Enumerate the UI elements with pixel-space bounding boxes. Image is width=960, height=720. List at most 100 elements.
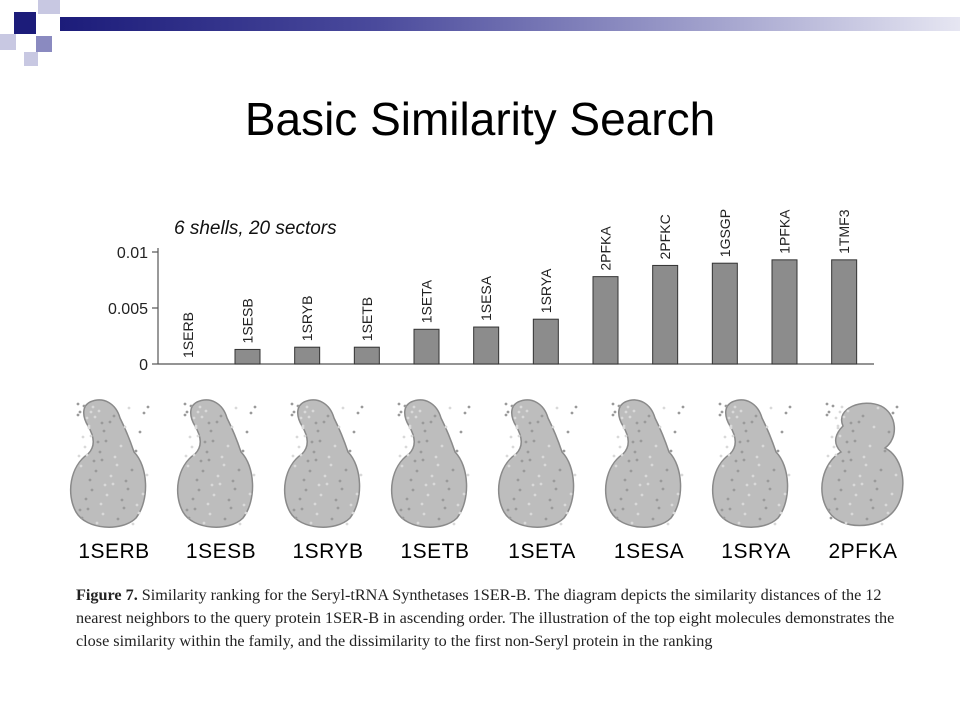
protein-texture-dot (513, 453, 517, 457)
protein-texture-dot (88, 478, 92, 482)
protein-texture-dot (619, 497, 623, 501)
protein-texture-dot (340, 487, 344, 491)
protein-texture-dot (523, 521, 527, 525)
protein-texture-dot (842, 415, 846, 419)
protein-texture-dot (854, 493, 858, 497)
protein-texture-dot (734, 459, 738, 463)
protein-texture-dot (554, 487, 558, 491)
protein-texture-dot (237, 468, 241, 472)
protein-structure-icon (497, 399, 578, 528)
protein-texture-dot (651, 517, 655, 521)
bar-label: 1SRYB (299, 296, 315, 342)
protein-texture-dot (622, 426, 626, 430)
protein-texture-dot (765, 425, 769, 429)
protein-texture-dot (301, 426, 305, 430)
protein-texture-dot (521, 415, 525, 419)
protein-texture-dot (300, 507, 304, 511)
protein-texture-dot (187, 516, 191, 520)
protein-texture-dot (359, 473, 363, 477)
protein-texture-dot (419, 450, 423, 454)
protein-texture-dot (410, 410, 414, 414)
protein-texture-dot (849, 458, 853, 462)
bar (771, 259, 798, 365)
protein-texture-dot (658, 425, 662, 429)
protein-texture-dot (750, 420, 754, 424)
bar-label: 1TMF3 (836, 209, 852, 254)
protein-texture-dot (507, 464, 511, 468)
protein-texture-dot (238, 522, 242, 526)
protein-texture-dot (398, 454, 402, 458)
protein-texture-dot (558, 468, 562, 472)
protein-texture-dot (242, 503, 246, 507)
chart-title: 6 shells, 20 sectors (174, 218, 337, 239)
protein-texture-dot (662, 406, 666, 410)
protein-blob (69, 399, 147, 528)
protein-texture-dot (851, 429, 855, 433)
protein-texture-dot (544, 517, 548, 521)
protein-texture-dot (443, 506, 447, 510)
protein-texture-dot (836, 424, 840, 428)
protein-texture-dot (850, 512, 854, 516)
protein-texture-dot (412, 405, 416, 409)
protein-texture-dot (755, 455, 759, 459)
protein-texture-dot (303, 434, 307, 438)
protein-texture-dot (670, 503, 674, 507)
protein-texture-dot (89, 434, 93, 438)
protein-texture-dot (77, 454, 81, 458)
bar (473, 326, 500, 365)
protein-texture-dot (302, 478, 306, 482)
protein-texture-dot (550, 506, 554, 510)
protein-texture-dot (747, 493, 751, 497)
protein-texture-dot (414, 415, 418, 419)
protein-texture-dot (244, 511, 248, 515)
protein-texture-dot (528, 421, 532, 425)
bar (532, 318, 559, 365)
protein-texture-dot (190, 445, 194, 449)
protein-texture-dot (517, 434, 521, 438)
protein-texture-dot (739, 409, 743, 413)
protein-texture-dot (215, 420, 219, 424)
protein-texture-dot (680, 473, 684, 477)
decor-square-dark (14, 12, 36, 34)
protein-texture-dot (91, 405, 95, 409)
protein-texture-dot (731, 434, 735, 438)
protein-structure-icon (821, 402, 904, 527)
protein-label: 1SRYA (721, 540, 791, 563)
protein-texture-dot (308, 469, 312, 473)
protein-texture-dot (116, 517, 120, 521)
protein-texture-dot (718, 402, 722, 406)
protein-texture-dot (768, 487, 772, 491)
protein-texture-dot (650, 463, 654, 467)
protein-texture-dot (834, 416, 838, 420)
protein-texture-dot (291, 454, 295, 458)
protein-texture-dot (616, 435, 620, 439)
protein-texture-dot (769, 406, 773, 410)
protein-texture-dot (646, 482, 650, 486)
protein-texture-dot (408, 424, 412, 428)
protein-texture-dot (85, 453, 89, 457)
protein-texture-dot (447, 487, 451, 491)
protein-texture-dot (78, 508, 82, 512)
protein-texture-dot (745, 483, 749, 487)
protein-texture-dot (848, 502, 852, 506)
protein-texture-dot (196, 410, 200, 414)
protein-texture-dot (336, 506, 340, 510)
protein-texture-dot (520, 459, 524, 463)
protein-texture-dot (459, 430, 463, 434)
protein-texture-dot (138, 430, 142, 434)
protein-texture-dot (613, 508, 617, 512)
protein-texture-dot (838, 434, 842, 438)
decor-square-mid (36, 36, 52, 52)
protein-texture-dot (681, 405, 685, 409)
protein-texture-dot (633, 450, 637, 454)
protein-texture-dot (430, 474, 434, 478)
protein-texture-dot (743, 512, 747, 516)
protein-texture-dot (509, 435, 513, 439)
protein-texture-dot (310, 440, 314, 444)
protein-texture-dot (199, 459, 203, 463)
protein-texture-dot (400, 464, 404, 468)
protein-texture-dot (742, 421, 746, 425)
protein-texture-dot (326, 414, 330, 418)
protein-texture-dot (868, 444, 872, 448)
protein-texture-dot (511, 445, 515, 449)
